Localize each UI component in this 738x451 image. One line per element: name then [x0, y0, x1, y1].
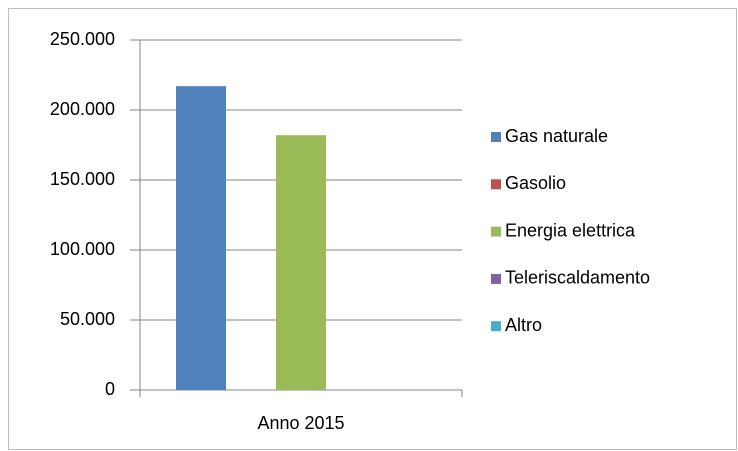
bar	[176, 86, 226, 390]
y-tick-label: 150.000	[50, 169, 115, 189]
bar	[276, 135, 326, 390]
legend-label: Gas naturale	[505, 126, 608, 146]
legend-swatch	[491, 226, 501, 237]
legend-swatch	[491, 321, 501, 332]
legend-label: Altro	[505, 315, 542, 335]
x-tick-label: Anno 2015	[257, 413, 344, 433]
legend-label: Energia elettrica	[505, 220, 636, 240]
chart-border	[8, 8, 737, 450]
y-tick-label: 200.000	[50, 99, 115, 119]
y-tick-label: 100.000	[50, 239, 115, 259]
legend-label: Teleriscaldamento	[505, 268, 650, 288]
y-tick-label: 0	[105, 379, 115, 399]
legend-label: Gasolio	[505, 173, 566, 193]
legend-swatch	[491, 273, 501, 284]
legend-swatch	[491, 132, 501, 142]
legend-swatch	[491, 179, 501, 190]
y-tick-label: 50.000	[60, 309, 115, 329]
y-tick-label: 250.000	[50, 29, 115, 49]
